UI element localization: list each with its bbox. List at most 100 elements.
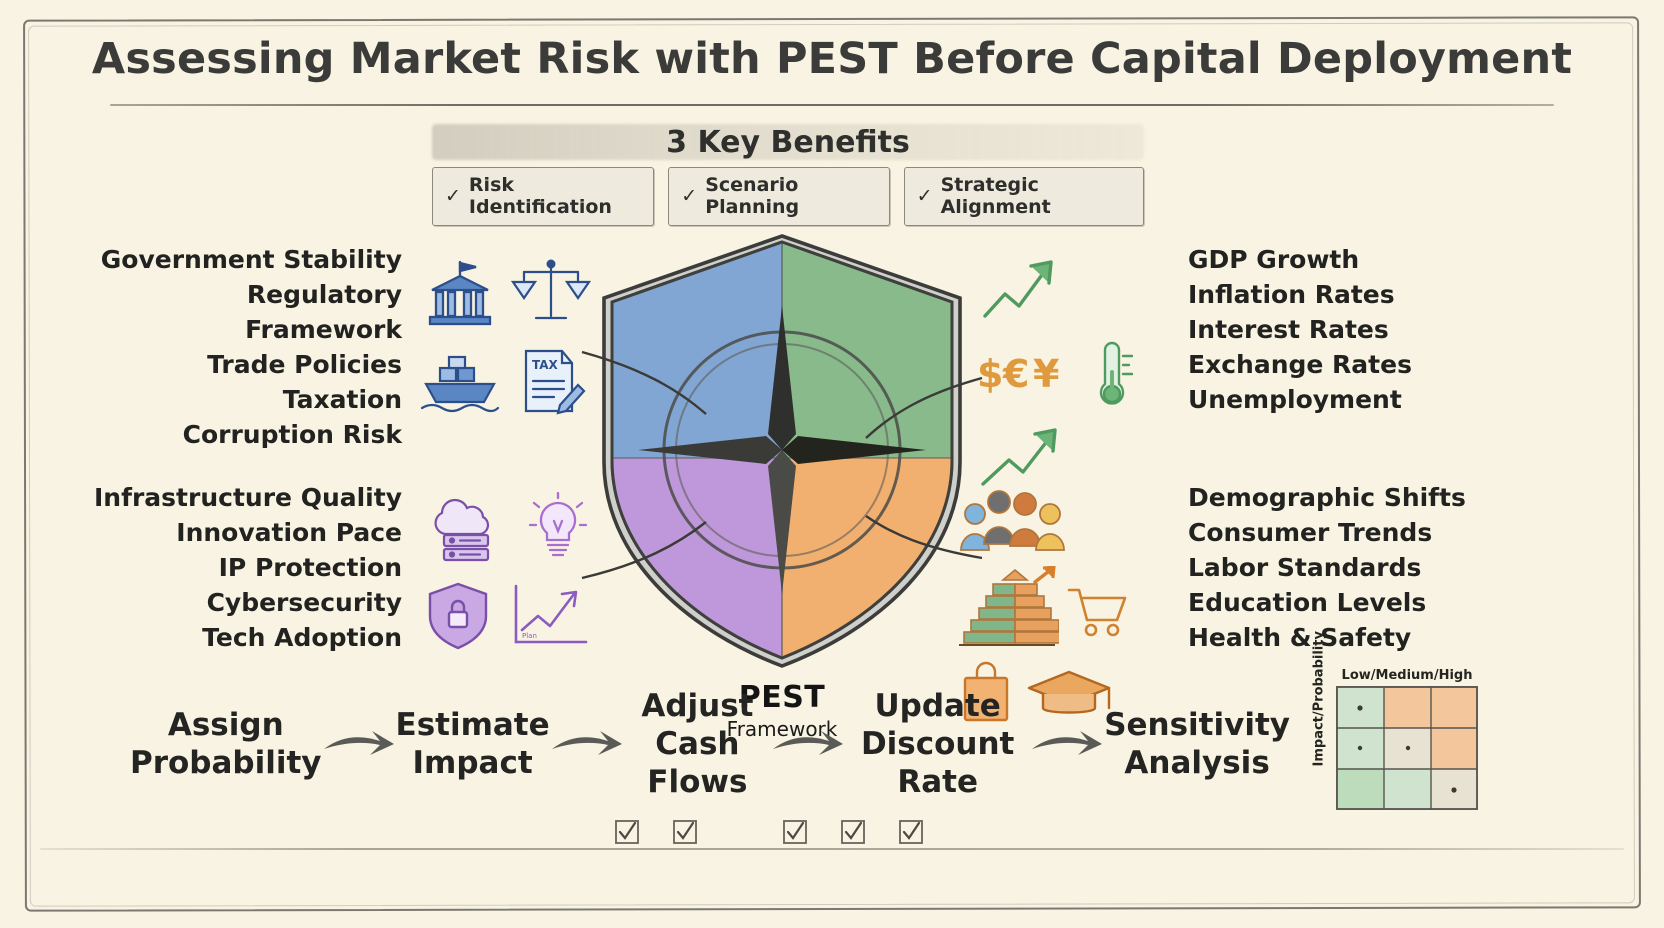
scales-of-justice-icon	[510, 258, 592, 319]
checkbox-icon[interactable]	[782, 819, 808, 845]
benefit-chip-label: Risk Identification	[468, 174, 612, 218]
benefit-chip-strategic-alignment[interactable]: ✓ Strategic Alignment	[903, 167, 1144, 226]
title-divider	[110, 104, 1554, 106]
factor-item: Health & Safety	[1188, 623, 1412, 652]
matrix-y-axis-label: Impact/Probability	[1311, 631, 1327, 767]
shopping-bag-icon	[963, 661, 1009, 722]
matrix-dot	[1451, 787, 1457, 793]
currency-symbols-icon: $ € ¥	[977, 352, 1059, 396]
cargo-ship-icon	[420, 355, 500, 412]
compass-star-icon	[638, 306, 926, 594]
quadrant-political	[612, 242, 782, 458]
benefits-heading: 3 Key Benefits	[666, 125, 910, 160]
factor-item: Corruption Risk	[182, 420, 402, 449]
benefits-chip-list: ✓ Risk Identification ✓ Scenario Plannin…	[432, 167, 1144, 226]
connector-technological	[581, 521, 707, 580]
checkbox-icon[interactable]	[898, 819, 924, 845]
footer-checkbox-row	[600, 812, 980, 852]
checkbox-icon[interactable]	[672, 819, 698, 845]
svg-text:TAX: TAX	[532, 358, 559, 372]
technological-factor-list: Infrastructure Quality Innovation Pace I…	[90, 480, 402, 655]
check-icon: ✓	[445, 184, 461, 207]
check-icon: ✓	[916, 184, 933, 207]
connector-economic	[865, 376, 983, 439]
factor-item: Unemployment	[1188, 385, 1402, 414]
footer-divider	[40, 848, 1624, 850]
highlighter-smudge	[432, 124, 1144, 160]
economic-factor-list: GDP Growth Inflation Rates Interest Rate…	[1188, 242, 1518, 417]
factor-item: IP Protection	[218, 553, 402, 582]
benefit-chip-label: Strategic Alignment	[940, 174, 1051, 218]
tax-document-icon: TAX	[524, 349, 586, 415]
flow-arrow-icon	[773, 731, 844, 755]
svg-text:€: €	[1002, 352, 1029, 396]
shield-graphic	[581, 234, 983, 668]
flow-step-adjust-cash-flows: Adjust Cash Flows	[641, 688, 754, 800]
factor-item: Infrastructure Quality	[94, 483, 402, 512]
connector-social	[865, 515, 983, 560]
cloud-server-icon	[434, 498, 490, 561]
factor-item: Tech Adoption	[202, 623, 402, 652]
factor-item: Taxation	[282, 385, 402, 414]
factor-item: Labor Standards	[1188, 553, 1422, 582]
quadrant-social	[782, 458, 952, 658]
matrix-dot	[1405, 745, 1411, 751]
lightbulb-icon	[528, 491, 588, 556]
matrix-x-axis-label: Low/Medium/High	[1341, 668, 1473, 683]
chart-trend-arrow-icon: Plan	[514, 584, 588, 643]
factor-item: Demographic Shifts	[1188, 483, 1466, 512]
checkbox-icon[interactable]	[840, 819, 866, 845]
flow-step-update-discount-rate: Update Discount Rate	[860, 688, 1015, 800]
shopping-cart-icon	[1067, 588, 1127, 637]
factor-item: Government Stability	[100, 245, 402, 274]
factor-item: Interest Rates	[1188, 315, 1389, 344]
matrix-grid	[1336, 686, 1478, 810]
shield-lock-icon	[428, 582, 488, 649]
matrix-dot	[1357, 745, 1363, 751]
flow-arrow-icon	[551, 731, 622, 755]
population-pyramid-icon	[959, 566, 1059, 646]
svg-text:¥: ¥	[1033, 352, 1059, 396]
factor-item: Education Levels	[1188, 588, 1427, 617]
factor-item: Innovation Pace	[176, 518, 402, 547]
risk-matrix: Low/Medium/High Impact/Probability	[1300, 631, 1482, 816]
political-icon-cluster: TAX	[418, 252, 598, 422]
benefit-chip-risk-identification[interactable]: ✓ Risk Identification	[432, 167, 655, 226]
process-flow: Assign Probability Estimate Impact Adjus…	[130, 688, 1290, 800]
government-building-icon	[428, 260, 492, 325]
svg-text:$: $	[977, 352, 1003, 396]
technological-icon-cluster: Plan	[418, 485, 608, 655]
svg-text:Plan: Plan	[522, 632, 537, 640]
factor-item: GDP Growth	[1188, 245, 1360, 274]
factor-item: Consumer Trends	[1188, 518, 1433, 547]
matrix-dot	[1357, 705, 1363, 711]
social-factor-list: Demographic Shifts Consumer Trends Labor…	[1188, 480, 1518, 655]
flow-step-assign-probability: Assign Probability	[130, 707, 322, 781]
upward-trend-arrow-icon	[981, 428, 1057, 486]
factor-item: Exchange Rates	[1188, 350, 1412, 379]
factor-item: Cybersecurity	[206, 588, 402, 617]
page-title: Assessing Market Risk with PEST Before C…	[91, 34, 1573, 84]
check-icon: ✓	[681, 184, 698, 207]
factor-item: Regulatory Framework	[245, 280, 402, 344]
connector-political	[581, 350, 707, 415]
benefits-header: 3 Key Benefits	[432, 124, 1144, 164]
flow-step-sensitivity-analysis: Sensitivity Analysis	[1104, 707, 1290, 781]
factor-item: Inflation Rates	[1188, 280, 1395, 309]
social-icon-cluster	[955, 478, 1170, 722]
graduation-cap-icon	[1027, 670, 1111, 714]
benefit-chip-label: Scenario Planning	[705, 174, 800, 218]
factor-item: Trade Policies	[207, 350, 402, 379]
flow-step-estimate-impact: Estimate Impact	[395, 707, 550, 781]
flow-arrow-icon	[1032, 731, 1103, 755]
people-group-icon	[960, 490, 1065, 551]
benefit-chip-scenario-planning[interactable]: ✓ Scenario Planning	[668, 167, 890, 226]
growth-arrow-icon	[983, 260, 1053, 318]
pest-shield-emblem: PEST Framework	[580, 228, 984, 741]
political-factor-list: Government Stability Regulatory Framewor…	[90, 242, 402, 452]
checkbox-icon[interactable]	[614, 819, 640, 845]
thermometer-icon	[1099, 341, 1134, 405]
flow-arrow-icon	[323, 731, 394, 755]
economic-icon-cluster: $ € ¥	[975, 250, 1165, 486]
